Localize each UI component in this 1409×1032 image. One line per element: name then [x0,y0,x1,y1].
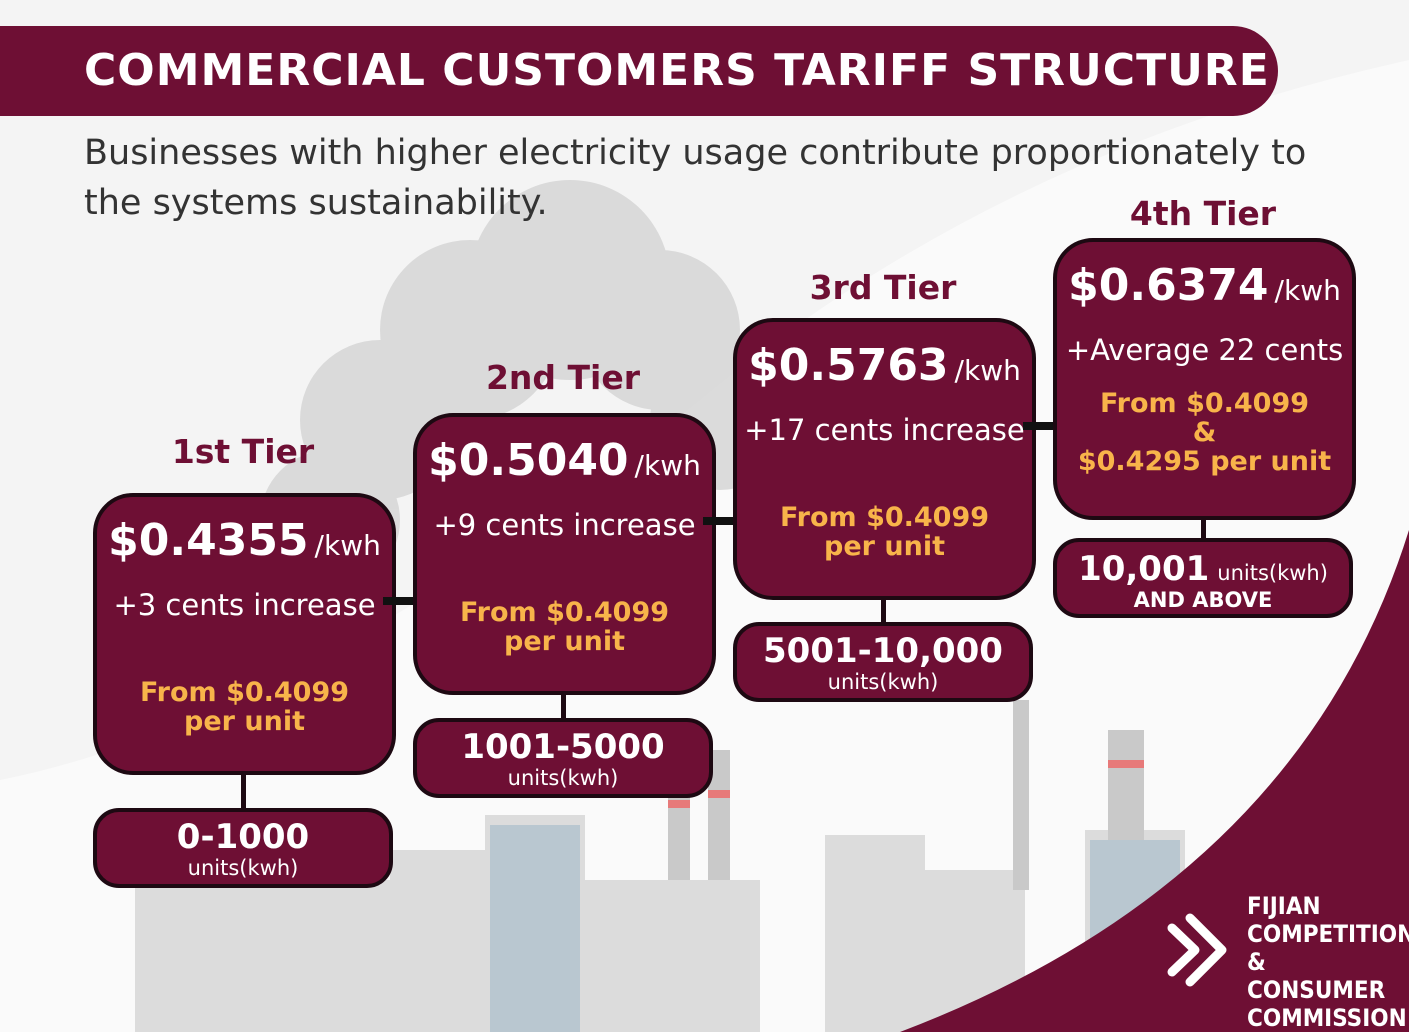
connector [881,588,886,624]
from-block: From $0.4099 per unit [417,598,712,656]
logo-line: COMPETITION & [1247,920,1409,976]
subtitle: Businesses with higher electricity usage… [84,133,1307,223]
from-line: per unit [504,626,625,657]
price-line: $0.6374/kwh [1057,256,1352,325]
range-unit: units(kwh) [507,766,619,790]
tier-box: $0.6374/kwh +Average 22 cents From $0.4099… [1053,238,1356,520]
range-unit: units(kwh) [187,856,299,880]
arrow [1023,422,1063,430]
price: $0.4355 [108,515,309,566]
price-line: $0.5040/kwh [417,431,712,500]
from-line: $0.4295 per unit [1077,446,1332,477]
logo-line: COMMISSION [1247,1004,1407,1032]
from-block: From $0.4099 & $0.4295 per unit [1057,389,1352,476]
connector [241,763,246,810]
logo-line: CONSUMER [1247,976,1386,1004]
price-line: $0.4355/kwh [97,511,392,580]
tier-box: $0.5763/kwh +17 cents increase From $0.409… [733,318,1036,600]
unit: /kwh [634,449,701,482]
title: COMMERCIAL CUSTOMERS TARIFF STRUCTURE [0,26,1278,116]
range-box: 5001-10,000 units(kwh) [733,622,1033,702]
from-line: From $0.4099 [1099,388,1310,419]
range-unit: units(kwh) [827,670,939,694]
tier-box: $0.4355/kwh +3 cents increase From $0.4099… [93,493,396,775]
range: 5001-10,000 [763,631,1003,671]
range: 0-1000 [176,817,310,857]
from-line: From $0.4099 [779,502,990,533]
from-line: From $0.4099 [139,677,350,708]
range: 10,001 [1078,549,1210,589]
change: +9 cents increase [433,508,696,542]
arrow [703,517,743,525]
price-line: $0.5763/kwh [737,336,1032,405]
range-box: 10,001 units(kwh) AND ABOVE [1053,538,1353,618]
unit: /kwh [1274,274,1341,307]
tier-name: 1st Tier [171,432,315,471]
price: $0.6374 [1068,260,1269,311]
range-extra: AND ABOVE [1133,588,1273,612]
range-unit: units(kwh) [1217,561,1328,585]
unit: /kwh [954,354,1021,387]
from-line: & [1192,417,1217,448]
from-block: From $0.4099 per unit [97,678,392,736]
price: $0.5040 [428,435,629,486]
from-line: per unit [184,706,305,737]
logo: FIJIAN COMPETITION & CONSUMER COMMISSION [1247,892,1409,1032]
tier-name: 4th Tier [1129,194,1277,233]
from-block: From $0.4099 per unit [737,503,1032,561]
change: +17 cents increase [744,413,1025,447]
tier-name: 3rd Tier [809,268,957,307]
from-line: From $0.4099 [459,597,670,628]
tier-box: $0.5040/kwh +9 cents increase From $0.4099… [413,413,716,695]
connector [1201,508,1206,540]
change: +3 cents increase [113,588,376,622]
price: $0.5763 [748,340,949,391]
range-box: 0-1000 units(kwh) [93,808,393,888]
connector [561,683,566,720]
logo-line: FIJIAN [1247,892,1321,920]
range-box: 1001-5000 units(kwh) [413,718,713,798]
unit: /kwh [314,529,381,562]
tier-name: 2nd Tier [485,358,641,397]
change: +Average 22 cents [1065,333,1344,367]
range: 1001-5000 [461,727,665,767]
from-line: per unit [824,531,945,562]
arrow [383,597,423,605]
range-line: 10,001 units(kwh) [1057,550,1349,588]
